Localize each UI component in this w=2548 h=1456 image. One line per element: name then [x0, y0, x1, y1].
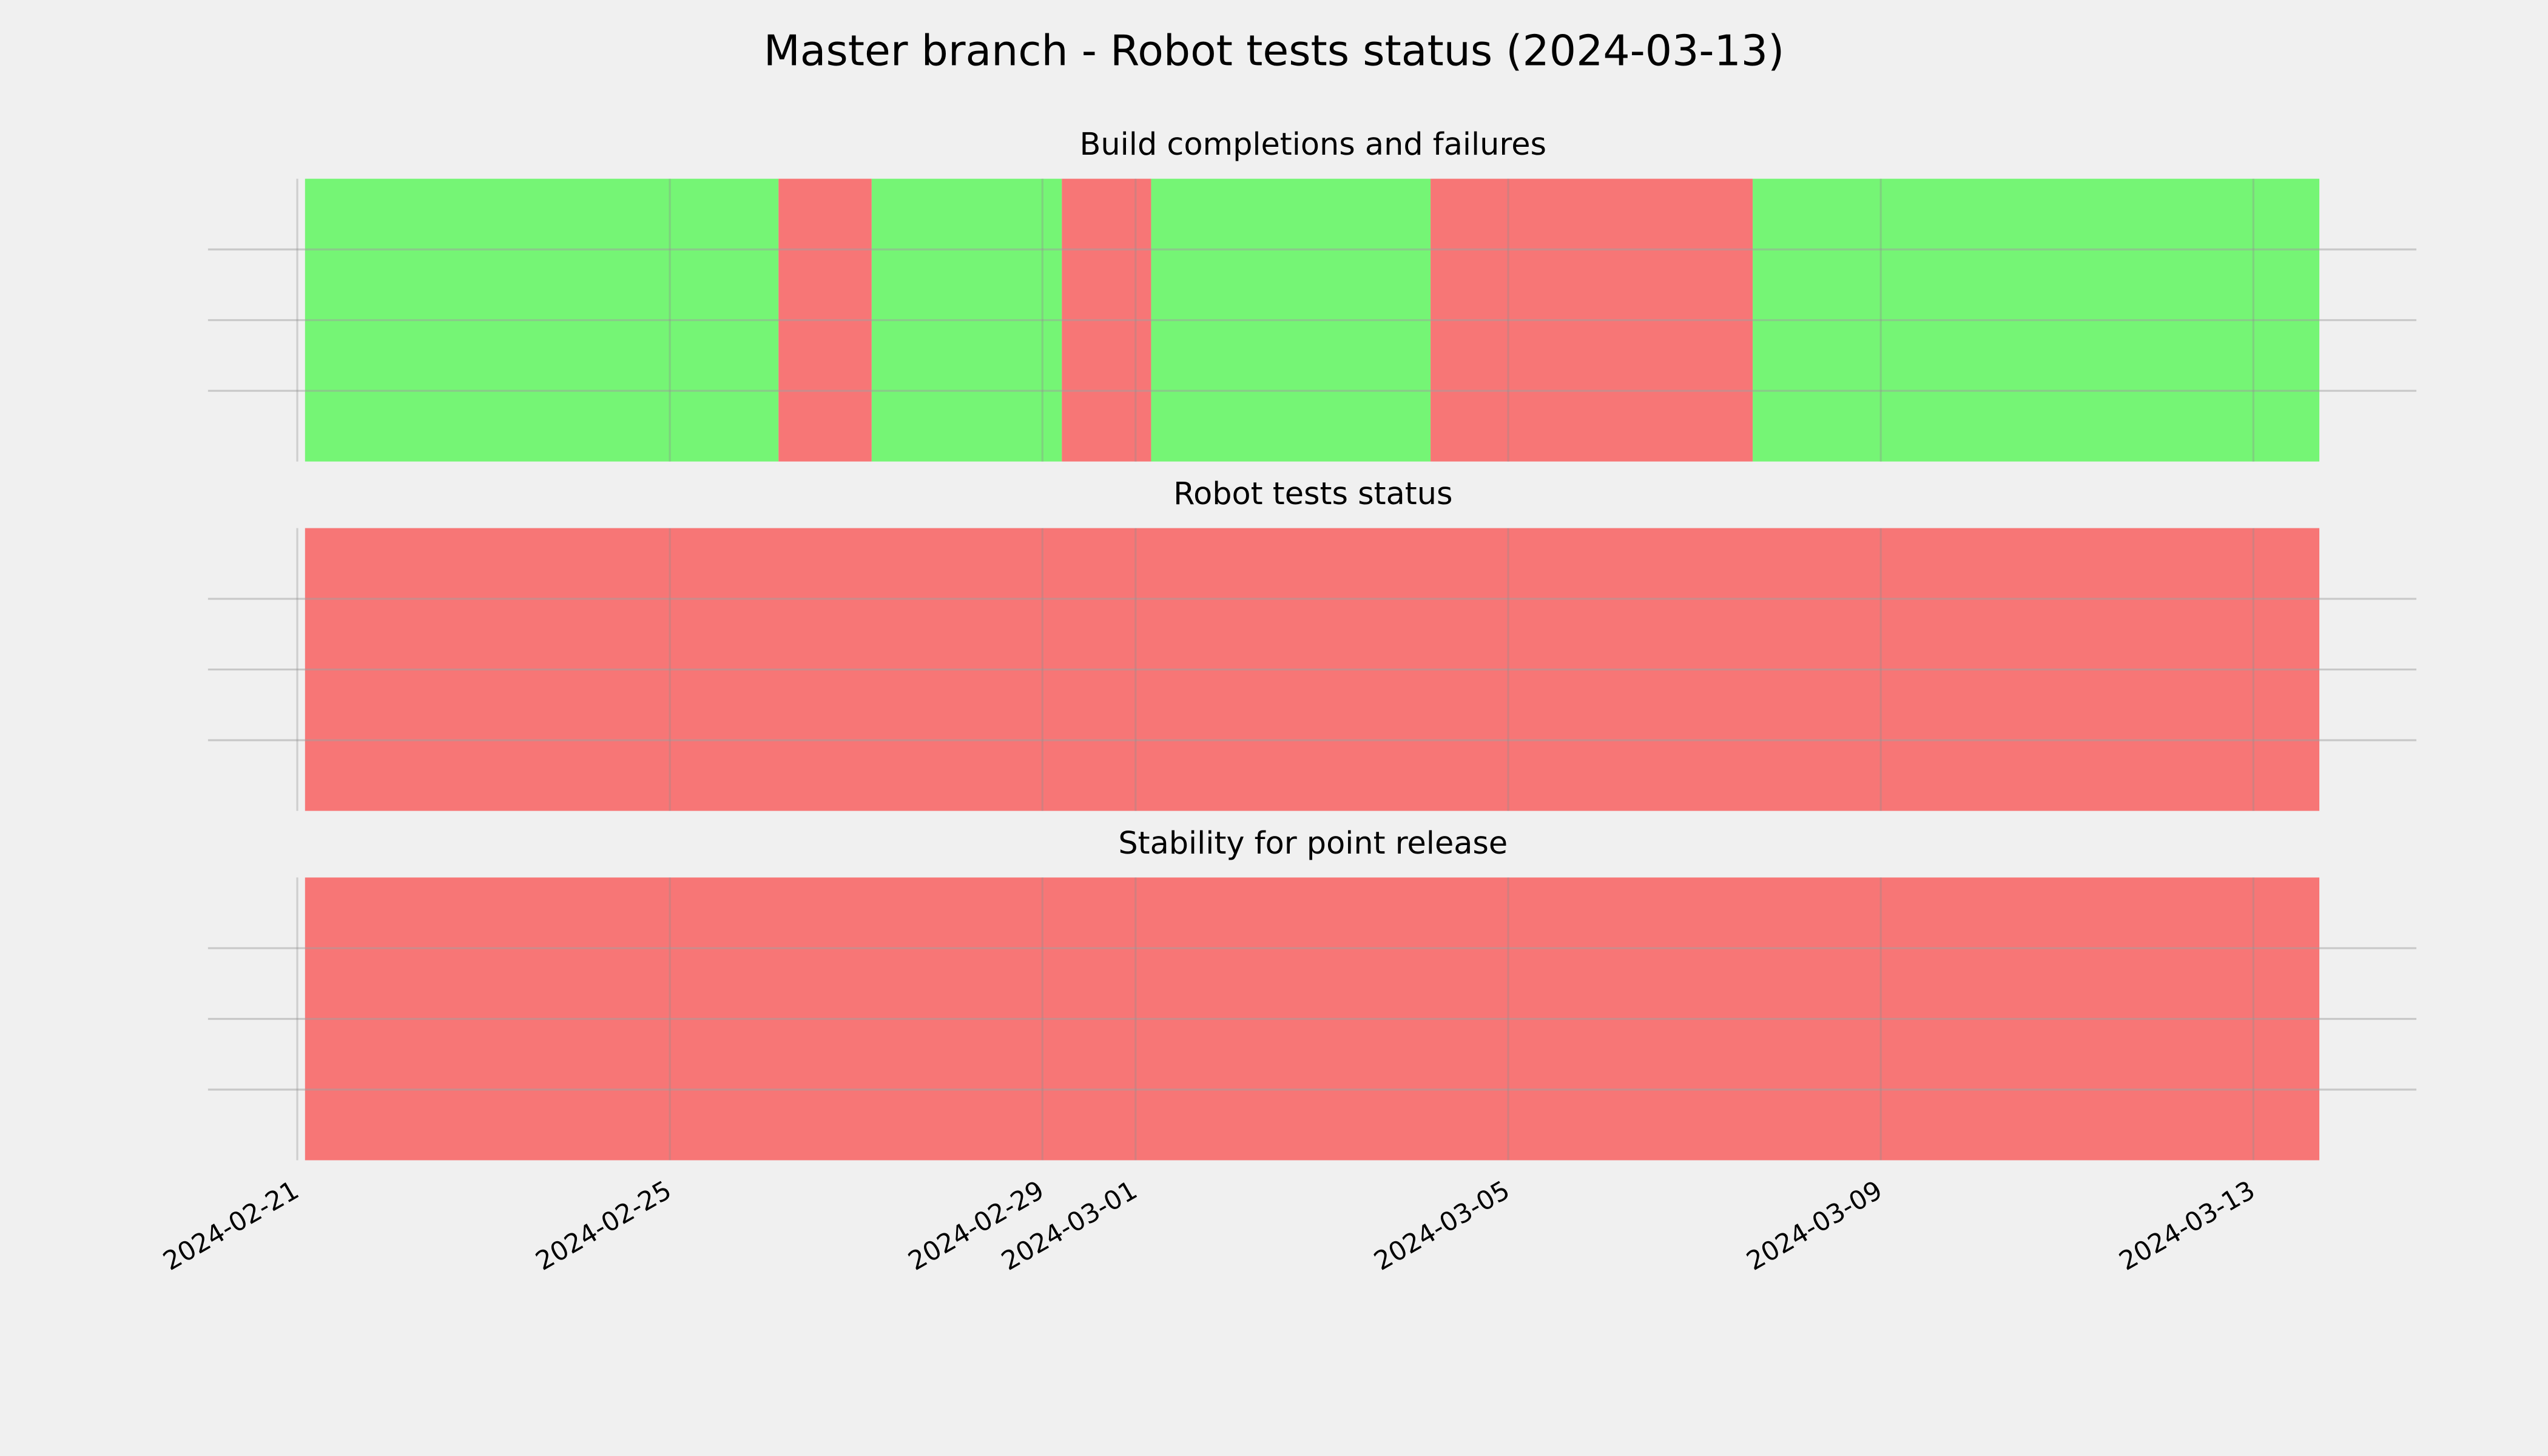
panel-title: Robot tests status [1173, 476, 1452, 512]
panel-title: Build completions and failures [1080, 127, 1546, 163]
chart-title: Master branch - Robot tests status (2024… [764, 26, 1785, 75]
panel-title: Stability for point release [1118, 826, 1508, 861]
